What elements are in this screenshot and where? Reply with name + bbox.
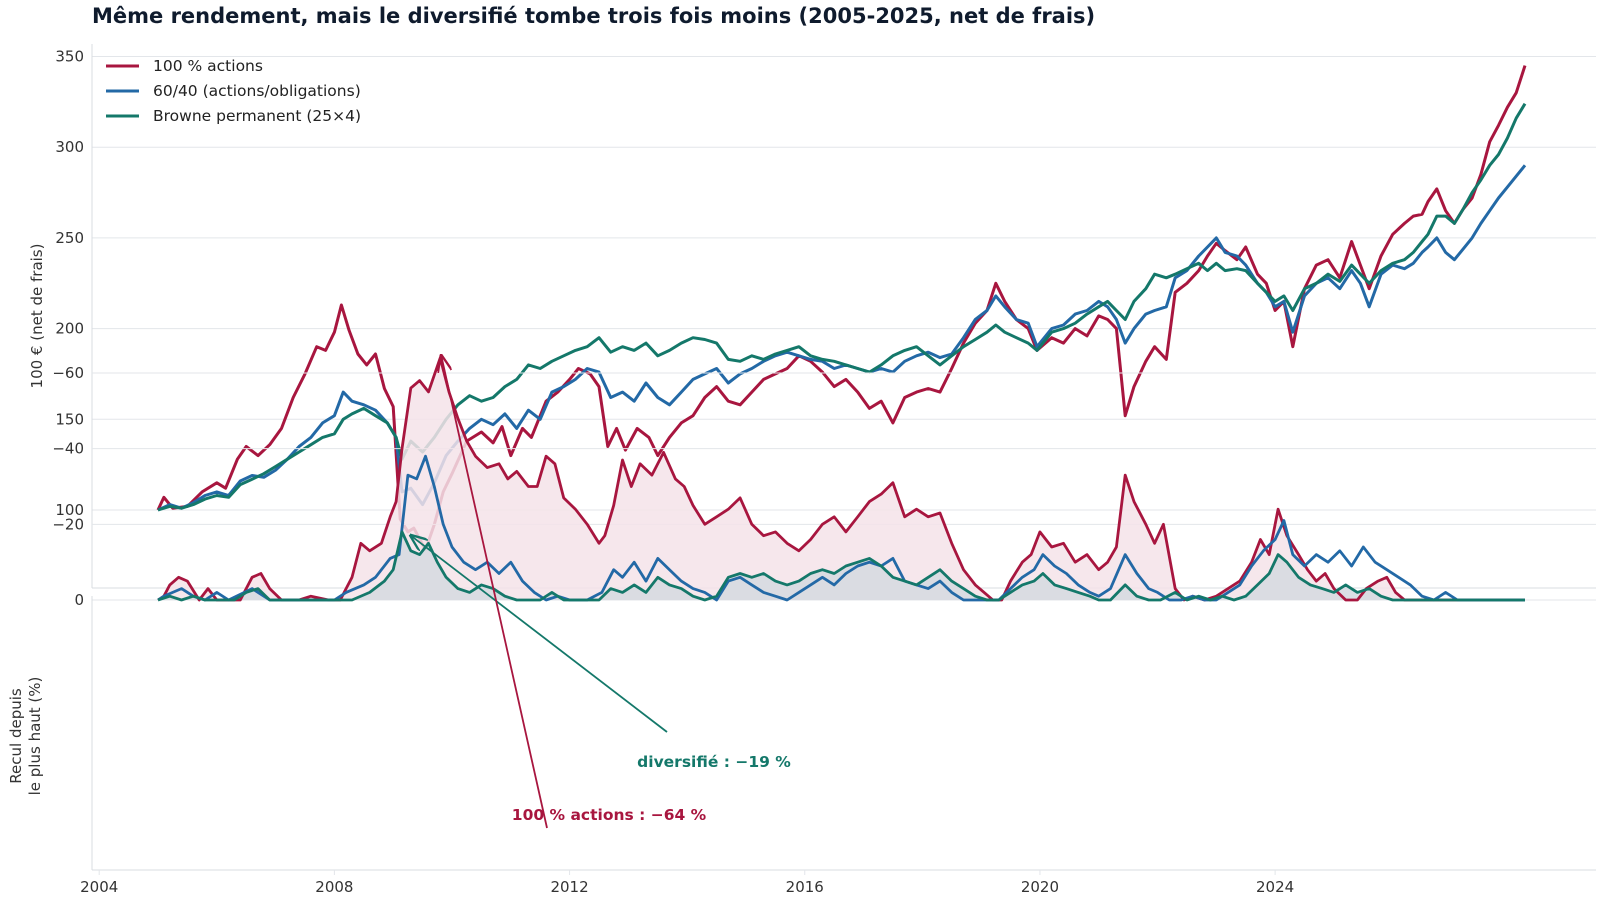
- drawdown-fills: [158, 357, 1525, 600]
- top-series-line-browne: [157, 102, 1527, 512]
- x-tick-label: 2004: [80, 878, 118, 896]
- legend: 100 % actions 60/40 (actions/obligations)…: [106, 57, 361, 125]
- drawdown-line-sixty_forty: [157, 454, 1525, 602]
- drawdown-fill-diversified: [158, 531, 1525, 600]
- x-tick-label: 2012: [550, 878, 588, 896]
- x-tick-label: 2024: [1256, 878, 1294, 896]
- top-series-line-actions: [156, 65, 1527, 552]
- x-tick-labels: 2004 2008 2012 2016 2020 2024: [80, 870, 1294, 896]
- legend-label-actions: 100 % actions: [153, 57, 263, 75]
- bottom-panel: 0 −20 −40 −60 2004 2008 2012 2016 2020 2024 Recu…: [7, 356, 1596, 896]
- top-series-line-sixty_forty: [157, 164, 1527, 512]
- bottom-y-axis-label-line2: le plus haut (%): [26, 677, 44, 796]
- legend-label-sixty_forty: 60/40 (actions/obligations): [153, 82, 361, 100]
- bottom-y-tick-label: −40: [52, 440, 84, 458]
- top-y-tick-label: 150: [55, 410, 84, 428]
- top-y-tick-label: 250: [55, 229, 84, 247]
- x-tick-label: 2008: [315, 878, 353, 896]
- legend-label-browne: Browne permanent (25×4): [153, 107, 361, 125]
- bottom-y-tick-label: −60: [52, 364, 84, 382]
- drawdown-fill-actions: [158, 357, 1525, 600]
- x-tick-label: 2020: [1021, 878, 1059, 896]
- annotation-diversified: diversifié : −19 %: [637, 753, 791, 771]
- top-y-tick-labels: 100 150 200 250 300 350: [55, 48, 84, 520]
- top-y-tick-label: 100: [55, 501, 84, 519]
- annotation-actions: 100 % actions : −64 %: [512, 806, 707, 824]
- bottom-y-tick-labels: 0 −20 −40 −60: [52, 364, 84, 609]
- drawdown-lines: [157, 356, 1525, 602]
- top-y-tick-label: 300: [55, 138, 84, 156]
- x-tick-label: 2016: [786, 878, 824, 896]
- chart-title: Même rendement, mais le diversifié tombe…: [92, 4, 1095, 28]
- bottom-y-axis-label: Recul depuis le plus haut (%): [7, 677, 44, 796]
- top-y-tick-label: 200: [55, 320, 84, 338]
- bottom-y-tick-label: −20: [52, 515, 84, 533]
- top-series-lines: [156, 65, 1527, 552]
- drawdown-line-browne: [157, 530, 1525, 602]
- annotations: diversifié : −19 % 100 % actions : −64 %: [411, 356, 791, 829]
- annotation-arrow-diversified: [411, 536, 668, 733]
- annotation-arrow-actions: [441, 356, 548, 829]
- top-y-tick-label: 350: [55, 48, 84, 66]
- bottom-y-axis-label-line1: Recul depuis: [7, 688, 25, 784]
- top-y-axis-label: 100 € (net de frais): [28, 244, 46, 389]
- bottom-y-tick-label: 0: [74, 591, 84, 609]
